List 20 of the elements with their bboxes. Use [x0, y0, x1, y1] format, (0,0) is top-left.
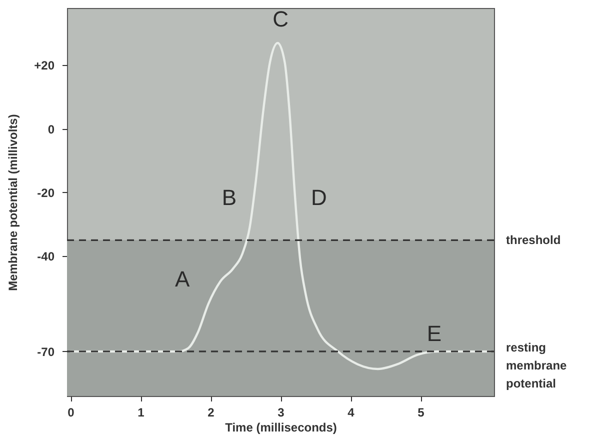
x-axis-title: Time (milliseconds) — [225, 420, 337, 434]
annotation: C — [272, 6, 289, 32]
y-tick-label: -20 — [37, 186, 55, 200]
y-tick-label: -70 — [37, 344, 55, 359]
x-tick-label: 4 — [348, 406, 355, 420]
x-tick-label: 5 — [418, 406, 425, 420]
x-tick-label: 2 — [208, 406, 215, 420]
y-tick-label: +20 — [34, 58, 55, 73]
y-axis-title: Membrane potential (millivolts) — [6, 114, 20, 291]
annotation: A — [174, 266, 190, 292]
annotation: B — [222, 185, 237, 210]
x-tick-label: 0 — [68, 406, 75, 420]
x-tick-label: 1 — [138, 406, 145, 420]
x-tick-label: 3 — [278, 406, 285, 420]
annotation: E — [426, 320, 442, 346]
ref-line-label: threshold — [506, 233, 561, 248]
ref-line-label: resting membrane potential — [506, 340, 568, 390]
y-tick-label: -40 — [37, 250, 55, 264]
y-tick-label: 0 — [48, 122, 55, 136]
annotation: D — [310, 185, 327, 210]
